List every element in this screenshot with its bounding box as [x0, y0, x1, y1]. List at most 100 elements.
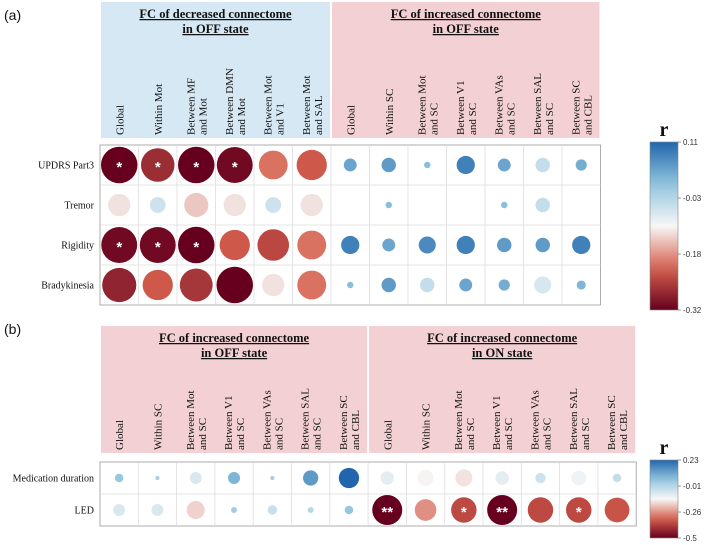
group-title-line1: FC of decreased connectome — [139, 7, 292, 21]
column-label: and SC — [273, 418, 285, 450]
correlation-circle — [300, 193, 323, 217]
correlation-circle — [498, 279, 510, 291]
column-label: Between Mot — [185, 390, 197, 450]
correlation-circle — [178, 226, 215, 264]
correlation-circle — [151, 504, 164, 516]
group-title-line2: in OFF state — [201, 346, 268, 360]
correlation-circle — [303, 470, 319, 486]
correlation-circle — [501, 201, 508, 209]
colorbar-tick-label: -0.18 — [683, 250, 702, 259]
correlation-circle — [341, 235, 360, 255]
significance-marker: * — [155, 159, 161, 176]
correlation-circle — [535, 197, 550, 213]
correlation-circle — [566, 497, 592, 523]
correlation-circle — [216, 147, 253, 183]
column-label: Between VAs — [261, 390, 273, 450]
column-label: and SC — [544, 103, 556, 135]
column-label: Within SC — [384, 89, 396, 135]
column-label: Global — [382, 420, 394, 450]
correlation-circle — [231, 507, 238, 513]
significance-marker: * — [576, 504, 582, 521]
correlation-circle — [258, 150, 288, 180]
correlation-circle — [381, 277, 396, 293]
significance-marker: * — [461, 504, 467, 521]
colorbar-title: r — [660, 437, 669, 459]
correlation-circle — [228, 472, 241, 484]
group-title-line2: in ON state — [472, 346, 533, 360]
group-header-bg — [369, 326, 636, 453]
column-label: and CBL — [582, 95, 594, 135]
correlation-circle — [487, 495, 518, 525]
group-title-line2: in OFF state — [182, 22, 249, 36]
column-label: and SC — [503, 418, 515, 450]
correlation-circle — [572, 235, 591, 255]
correlation-circle — [527, 497, 554, 523]
correlation-circle — [576, 280, 586, 290]
group-header-bg — [101, 2, 330, 138]
correlation-circle — [497, 158, 511, 172]
correlation-circle — [179, 268, 213, 302]
column-label: and Mot — [197, 98, 209, 135]
column-label: Between SAL — [300, 388, 312, 450]
row-label: Rigidity — [61, 241, 94, 252]
column-label: and SC — [428, 103, 440, 135]
colorbar-tick-label: -0.32 — [683, 306, 702, 315]
column-label: and CBL — [618, 410, 630, 450]
correlation-circle — [343, 158, 357, 172]
correlation-circle — [267, 505, 278, 515]
column-label: Between SC — [338, 395, 350, 450]
significance-marker: * — [193, 159, 199, 176]
colorbar-title: r — [660, 119, 669, 141]
correlation-circle — [108, 193, 131, 217]
correlation-circle — [382, 238, 396, 252]
column-label: Within Mot — [153, 84, 165, 135]
correlation-circle — [139, 227, 176, 263]
correlation-circle — [297, 270, 327, 300]
colorbar-tick-label: 0.11 — [683, 138, 699, 147]
correlation-circle — [270, 475, 275, 481]
colorbar-tick-label: -0.01 — [683, 482, 702, 491]
correlation-circle — [381, 157, 396, 173]
correlation-circle — [497, 237, 512, 253]
correlation-circle — [338, 467, 360, 489]
column-label: Between VAs — [529, 390, 541, 450]
correlation-circle — [142, 269, 173, 301]
column-label: Between Mot — [262, 75, 274, 135]
colorbar — [649, 459, 679, 539]
correlation-circle — [297, 230, 327, 260]
group-title-line1: FC of increased connectome — [159, 331, 310, 345]
correlation-circle — [102, 267, 137, 303]
correlation-circle — [186, 501, 205, 519]
significance-marker: * — [193, 239, 199, 256]
correlation-circle — [459, 278, 473, 292]
column-label: Global — [114, 105, 126, 135]
column-label: Global — [114, 420, 126, 450]
significance-marker: ** — [496, 504, 508, 521]
panel-label: (b) — [4, 321, 21, 337]
column-label: Between MF — [185, 78, 197, 135]
correlation-circle — [265, 197, 282, 213]
colorbar-tick-label: 0.23 — [683, 456, 699, 465]
column-label: Between V1 — [491, 396, 503, 450]
row-label: UPDRS Part3 — [38, 161, 94, 172]
column-label: and SC — [312, 418, 324, 450]
colorbar-tick-label: -0.26 — [683, 508, 702, 517]
colorbar — [649, 141, 679, 311]
group-header-bg — [101, 326, 368, 453]
correlation-circle — [189, 472, 202, 484]
row-label: Bradykinesia — [41, 281, 94, 292]
correlation-circle — [101, 146, 138, 184]
column-label: Within SC — [152, 404, 164, 450]
column-label: and SC — [235, 418, 247, 450]
correlation-circle — [417, 470, 434, 486]
row-label: Tremor — [64, 201, 94, 212]
correlation-circle — [114, 473, 124, 483]
correlation-circle — [140, 148, 175, 182]
column-label: Global — [345, 105, 357, 135]
column-label: Between Mot — [416, 75, 428, 135]
correlation-circle — [571, 470, 587, 486]
correlation-circle — [223, 193, 246, 217]
correlation-circle — [372, 495, 403, 525]
